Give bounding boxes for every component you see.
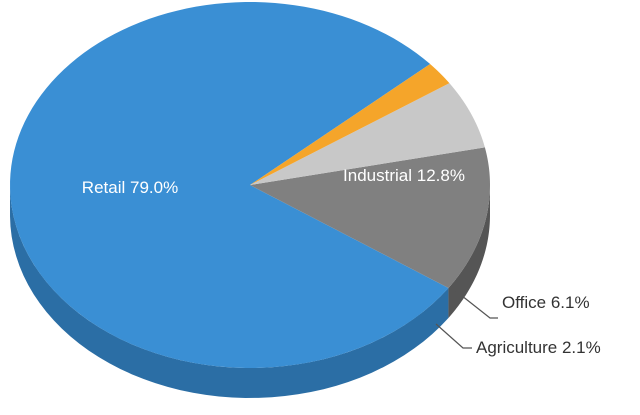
leader-lines bbox=[435, 287, 498, 349]
slice-label-industrial: Industrial 12.8% bbox=[343, 166, 465, 185]
slice-industrial bbox=[250, 147, 490, 288]
slice-label-office: Office 6.1% bbox=[502, 293, 590, 312]
pie-depth-layer bbox=[10, 186, 490, 398]
slice-label-retail: Retail 79.0% bbox=[82, 178, 178, 197]
pie-top-layer bbox=[10, 2, 490, 368]
slice-retail bbox=[10, 2, 449, 368]
leader-line-office bbox=[451, 287, 498, 319]
slice-side-retail bbox=[10, 186, 449, 398]
leader-line-agriculture bbox=[435, 323, 472, 349]
slice-labels: Retail 79.0% Industrial 12.8% Office 6.1% A… bbox=[82, 166, 601, 357]
slice-side-industrial bbox=[448, 186, 490, 318]
slice-label-agriculture: Agriculture 2.1% bbox=[476, 338, 601, 357]
slice-office bbox=[250, 83, 485, 185]
slice-agriculture bbox=[250, 64, 450, 185]
